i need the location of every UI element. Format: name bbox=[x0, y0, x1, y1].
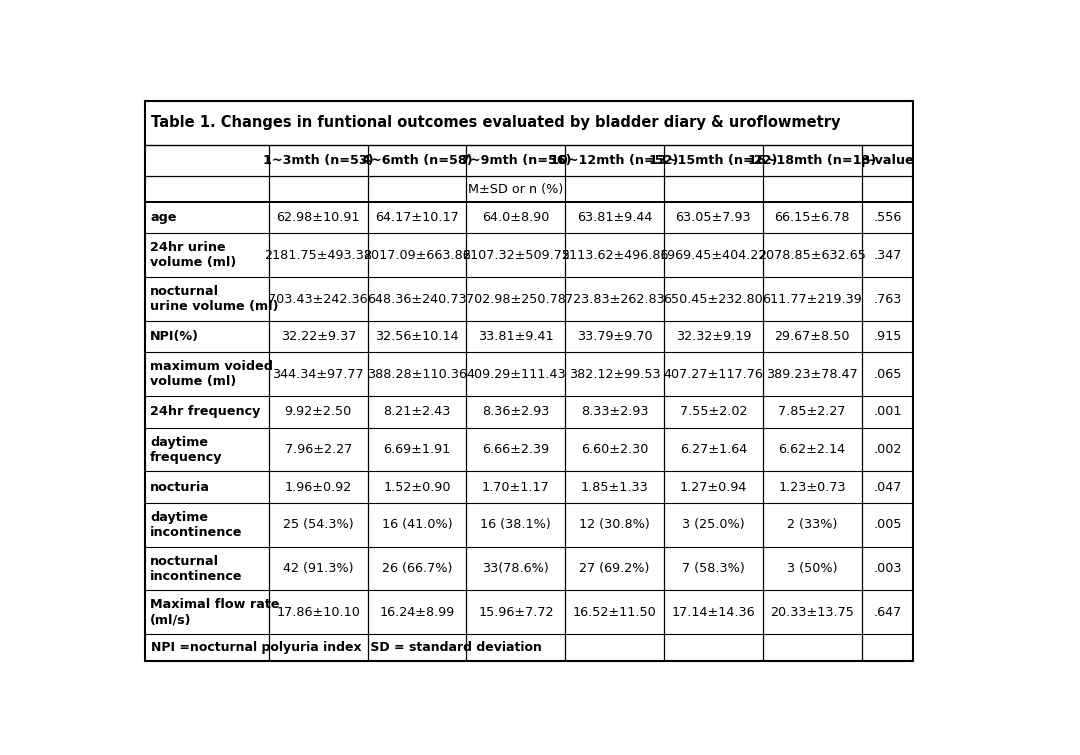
Text: 42 (91.3%): 42 (91.3%) bbox=[283, 562, 353, 575]
Text: 7 (58.3%): 7 (58.3%) bbox=[681, 562, 745, 575]
Text: .915: .915 bbox=[874, 330, 902, 344]
Text: 6.27±1.64: 6.27±1.64 bbox=[679, 443, 747, 456]
Text: 8.33±2.93: 8.33±2.93 bbox=[581, 405, 648, 418]
Text: 32.32±9.19: 32.32±9.19 bbox=[676, 330, 751, 344]
Text: 17.14±14.36: 17.14±14.36 bbox=[672, 606, 755, 619]
Text: 2113.62±496.86: 2113.62±496.86 bbox=[561, 249, 669, 262]
Text: M±SD or n (%): M±SD or n (%) bbox=[469, 183, 564, 196]
Text: 1.23±0.73: 1.23±0.73 bbox=[779, 481, 846, 494]
Text: 6.69±1.91: 6.69±1.91 bbox=[383, 443, 450, 456]
Text: .065: .065 bbox=[874, 368, 902, 381]
Text: 6.66±2.39: 6.66±2.39 bbox=[483, 443, 550, 456]
Text: 7.96±2.27: 7.96±2.27 bbox=[285, 443, 352, 456]
Text: 2 (33%): 2 (33%) bbox=[787, 519, 837, 532]
Text: 2181.75±493.38: 2181.75±493.38 bbox=[265, 249, 373, 262]
Text: 407.27±117.76: 407.27±117.76 bbox=[663, 368, 764, 381]
Text: age: age bbox=[150, 211, 176, 224]
Text: 10~12mth (n=52): 10~12mth (n=52) bbox=[551, 154, 679, 167]
Text: 1.70±1.17: 1.70±1.17 bbox=[482, 481, 550, 494]
Text: 382.12±99.53: 382.12±99.53 bbox=[569, 368, 660, 381]
Text: nocturia: nocturia bbox=[150, 481, 211, 494]
Text: .347: .347 bbox=[874, 249, 902, 262]
Text: 64.17±10.17: 64.17±10.17 bbox=[375, 211, 459, 224]
Text: 1.85±1.33: 1.85±1.33 bbox=[581, 481, 648, 494]
Text: 389.23±78.47: 389.23±78.47 bbox=[766, 368, 858, 381]
Text: 1.52±0.90: 1.52±0.90 bbox=[383, 481, 450, 494]
Text: .001: .001 bbox=[874, 405, 902, 418]
Text: 27 (69.2%): 27 (69.2%) bbox=[579, 562, 650, 575]
Text: 16.52±11.50: 16.52±11.50 bbox=[572, 606, 657, 619]
Text: nocturnal
incontinence: nocturnal incontinence bbox=[150, 555, 243, 583]
Text: 33(78.6%): 33(78.6%) bbox=[483, 562, 550, 575]
Text: 344.34±97.77: 344.34±97.77 bbox=[272, 368, 364, 381]
Text: nocturnal
urine volume (ml): nocturnal urine volume (ml) bbox=[150, 285, 279, 313]
Text: 33.81±9.41: 33.81±9.41 bbox=[478, 330, 554, 344]
Text: 3 (25.0%): 3 (25.0%) bbox=[683, 519, 745, 532]
Text: 2078.85±632.65: 2078.85±632.65 bbox=[758, 249, 866, 262]
Text: 24hr urine
volume (ml): 24hr urine volume (ml) bbox=[150, 242, 237, 270]
Text: 64.0±8.90: 64.0±8.90 bbox=[482, 211, 550, 224]
Text: 25 (54.3%): 25 (54.3%) bbox=[283, 519, 353, 532]
Text: NPI =nocturnal polyuria index  SD = standard deviation: NPI =nocturnal polyuria index SD = stand… bbox=[151, 641, 542, 655]
Text: daytime
frequency: daytime frequency bbox=[150, 436, 222, 464]
Text: Table 1. Changes in funtional outcomes evaluated by bladder diary & uroflowmetry: Table 1. Changes in funtional outcomes e… bbox=[151, 116, 840, 131]
Text: .763: .763 bbox=[874, 292, 902, 306]
Text: NPI(%): NPI(%) bbox=[150, 330, 199, 344]
Text: 12 (30.8%): 12 (30.8%) bbox=[579, 519, 650, 532]
Text: 7~9mth (n=56): 7~9mth (n=56) bbox=[460, 154, 571, 167]
Text: 15.96±7.72: 15.96±7.72 bbox=[478, 606, 554, 619]
Text: 29.67±8.50: 29.67±8.50 bbox=[774, 330, 850, 344]
Text: 16.24±8.99: 16.24±8.99 bbox=[379, 606, 455, 619]
Text: .005: .005 bbox=[874, 519, 902, 532]
Text: 6.62±2.14: 6.62±2.14 bbox=[779, 443, 846, 456]
Text: .003: .003 bbox=[874, 562, 902, 575]
Text: 8.21±2.43: 8.21±2.43 bbox=[383, 405, 450, 418]
Text: 1.96±0.92: 1.96±0.92 bbox=[285, 481, 352, 494]
Text: 63.81±9.44: 63.81±9.44 bbox=[577, 211, 652, 224]
Text: 16 (41.0%): 16 (41.0%) bbox=[381, 519, 453, 532]
Text: 3 (50%): 3 (50%) bbox=[787, 562, 837, 575]
Text: 650.45±232.80: 650.45±232.80 bbox=[663, 292, 764, 306]
Text: 32.56±10.14: 32.56±10.14 bbox=[375, 330, 459, 344]
Text: 33.79±9.70: 33.79±9.70 bbox=[577, 330, 652, 344]
Text: 388.28±110.36: 388.28±110.36 bbox=[367, 368, 467, 381]
Text: 2017.09±663.86: 2017.09±663.86 bbox=[363, 249, 471, 262]
Text: 17.86±10.10: 17.86±10.10 bbox=[276, 606, 361, 619]
Text: 26 (66.7%): 26 (66.7%) bbox=[382, 562, 453, 575]
Text: 7.85±2.27: 7.85±2.27 bbox=[779, 405, 846, 418]
Text: maximum voided
volume (ml): maximum voided volume (ml) bbox=[150, 360, 273, 388]
Text: 8.36±2.93: 8.36±2.93 bbox=[482, 405, 550, 418]
Text: 13~15mth (n=22): 13~15mth (n=22) bbox=[649, 154, 778, 167]
Text: .647: .647 bbox=[874, 606, 902, 619]
Text: 4~6mth (n=58): 4~6mth (n=58) bbox=[362, 154, 472, 167]
Text: Maximal flow rate
(ml/s): Maximal flow rate (ml/s) bbox=[150, 598, 280, 627]
Text: 1~3mth (n=53): 1~3mth (n=53) bbox=[264, 154, 374, 167]
Text: p-value: p-value bbox=[861, 154, 915, 167]
Text: 1969.45±404.22: 1969.45±404.22 bbox=[660, 249, 767, 262]
Text: .556: .556 bbox=[874, 211, 902, 224]
Text: daytime
incontinence: daytime incontinence bbox=[150, 511, 243, 539]
Text: 1.27±0.94: 1.27±0.94 bbox=[679, 481, 747, 494]
Text: 648.36±240.73: 648.36±240.73 bbox=[367, 292, 467, 306]
Text: 62.98±10.91: 62.98±10.91 bbox=[276, 211, 360, 224]
Text: 7.55±2.02: 7.55±2.02 bbox=[679, 405, 747, 418]
Text: 2107.32±509.75: 2107.32±509.75 bbox=[462, 249, 570, 262]
Text: .047: .047 bbox=[874, 481, 902, 494]
Text: 24hr frequency: 24hr frequency bbox=[150, 405, 260, 418]
Text: 409.29±111.43: 409.29±111.43 bbox=[467, 368, 566, 381]
Text: 703.43±242.36: 703.43±242.36 bbox=[269, 292, 368, 306]
Text: 723.83±262.83: 723.83±262.83 bbox=[565, 292, 664, 306]
Text: 6.60±2.30: 6.60±2.30 bbox=[581, 443, 648, 456]
Text: 66.15±6.78: 66.15±6.78 bbox=[774, 211, 850, 224]
Text: 16 (38.1%): 16 (38.1%) bbox=[481, 519, 551, 532]
Text: .002: .002 bbox=[874, 443, 902, 456]
Text: 20.33±13.75: 20.33±13.75 bbox=[770, 606, 854, 619]
Text: 611.77±219.39: 611.77±219.39 bbox=[762, 292, 862, 306]
Text: 16~18mth (n=13): 16~18mth (n=13) bbox=[748, 154, 876, 167]
Text: 32.22±9.37: 32.22±9.37 bbox=[281, 330, 356, 344]
Text: 702.98±250.78: 702.98±250.78 bbox=[465, 292, 566, 306]
Text: 63.05±7.93: 63.05±7.93 bbox=[676, 211, 752, 224]
Text: 9.92±2.50: 9.92±2.50 bbox=[285, 405, 352, 418]
